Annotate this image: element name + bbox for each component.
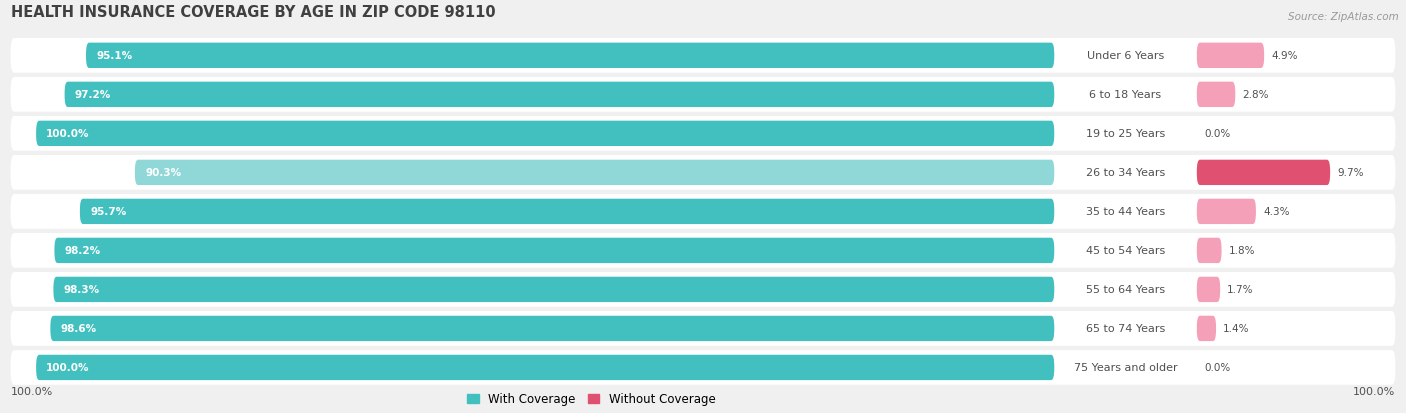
Text: 45 to 54 Years: 45 to 54 Years	[1085, 246, 1166, 256]
FancyBboxPatch shape	[37, 121, 1054, 147]
FancyBboxPatch shape	[65, 83, 1054, 108]
Text: 1.7%: 1.7%	[1227, 285, 1254, 295]
Text: 100.0%: 100.0%	[11, 386, 53, 396]
FancyBboxPatch shape	[1197, 83, 1236, 108]
FancyBboxPatch shape	[51, 316, 1054, 341]
Text: 4.9%: 4.9%	[1271, 51, 1298, 61]
Text: 100.0%: 100.0%	[1353, 386, 1395, 396]
Text: 0.0%: 0.0%	[1204, 363, 1230, 373]
FancyBboxPatch shape	[1197, 43, 1264, 69]
FancyBboxPatch shape	[11, 233, 1395, 268]
Text: 97.2%: 97.2%	[75, 90, 111, 100]
Text: Source: ZipAtlas.com: Source: ZipAtlas.com	[1288, 12, 1399, 22]
Text: 100.0%: 100.0%	[46, 129, 90, 139]
Text: 98.6%: 98.6%	[60, 324, 97, 334]
Text: 95.7%: 95.7%	[90, 207, 127, 217]
FancyBboxPatch shape	[11, 78, 1395, 112]
Text: 90.3%: 90.3%	[145, 168, 181, 178]
FancyBboxPatch shape	[86, 43, 1054, 69]
Text: 35 to 44 Years: 35 to 44 Years	[1085, 207, 1166, 217]
Text: 6 to 18 Years: 6 to 18 Years	[1090, 90, 1161, 100]
FancyBboxPatch shape	[1197, 316, 1216, 341]
Text: 98.2%: 98.2%	[65, 246, 101, 256]
Text: 1.8%: 1.8%	[1229, 246, 1256, 256]
Legend: With Coverage, Without Coverage: With Coverage, Without Coverage	[463, 387, 720, 410]
Text: 98.3%: 98.3%	[63, 285, 100, 295]
FancyBboxPatch shape	[53, 277, 1054, 302]
FancyBboxPatch shape	[1197, 199, 1256, 225]
Text: HEALTH INSURANCE COVERAGE BY AGE IN ZIP CODE 98110: HEALTH INSURANCE COVERAGE BY AGE IN ZIP …	[11, 5, 495, 20]
Text: 4.3%: 4.3%	[1263, 207, 1289, 217]
Text: 75 Years and older: 75 Years and older	[1074, 363, 1177, 373]
FancyBboxPatch shape	[37, 355, 1054, 380]
FancyBboxPatch shape	[1197, 238, 1222, 263]
FancyBboxPatch shape	[11, 350, 1395, 385]
Text: 26 to 34 Years: 26 to 34 Years	[1085, 168, 1166, 178]
Text: 9.7%: 9.7%	[1337, 168, 1364, 178]
Text: 19 to 25 Years: 19 to 25 Years	[1085, 129, 1166, 139]
Text: Under 6 Years: Under 6 Years	[1087, 51, 1164, 61]
Text: 100.0%: 100.0%	[46, 363, 90, 373]
Text: 0.0%: 0.0%	[1204, 129, 1230, 139]
FancyBboxPatch shape	[11, 117, 1395, 151]
FancyBboxPatch shape	[1197, 160, 1330, 185]
Text: 55 to 64 Years: 55 to 64 Years	[1085, 285, 1166, 295]
Text: 65 to 74 Years: 65 to 74 Years	[1085, 324, 1166, 334]
FancyBboxPatch shape	[135, 160, 1054, 185]
Text: 95.1%: 95.1%	[96, 51, 132, 61]
FancyBboxPatch shape	[11, 273, 1395, 307]
FancyBboxPatch shape	[11, 39, 1395, 74]
FancyBboxPatch shape	[80, 199, 1054, 225]
FancyBboxPatch shape	[11, 156, 1395, 190]
Text: 2.8%: 2.8%	[1243, 90, 1270, 100]
FancyBboxPatch shape	[1197, 277, 1220, 302]
Text: 1.4%: 1.4%	[1223, 324, 1250, 334]
FancyBboxPatch shape	[11, 195, 1395, 229]
FancyBboxPatch shape	[11, 311, 1395, 346]
FancyBboxPatch shape	[55, 238, 1054, 263]
